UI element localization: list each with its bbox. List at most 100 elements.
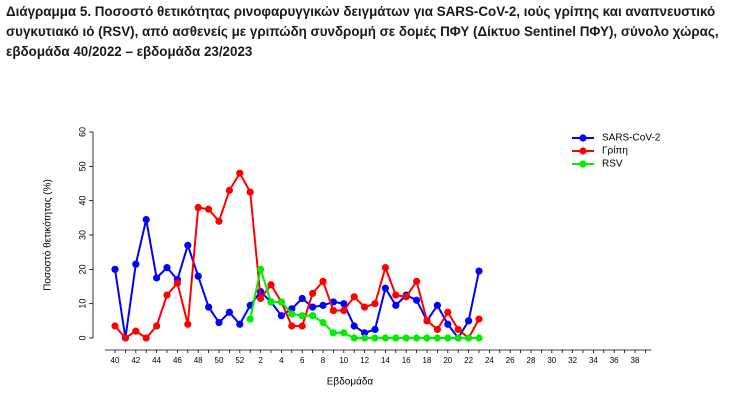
legend-marker	[579, 134, 587, 142]
data-point	[433, 301, 441, 309]
data-point	[402, 293, 410, 301]
data-point	[309, 289, 317, 297]
data-point	[142, 215, 150, 224]
y-tick-label: 10	[77, 299, 87, 309]
x-tick-label: 14	[381, 356, 390, 365]
data-point	[361, 329, 369, 337]
data-point	[465, 334, 473, 342]
y-tick-label: 0	[77, 335, 87, 340]
data-point	[319, 277, 327, 285]
x-tick-label: 40	[111, 356, 120, 365]
x-tick-label: 38	[631, 356, 640, 365]
x-tick-label: 48	[194, 356, 203, 365]
data-point	[361, 334, 369, 342]
y-tick-label: 50	[77, 161, 87, 171]
data-point	[340, 329, 348, 337]
x-tick-label: 34	[589, 356, 598, 365]
data-point	[173, 279, 181, 287]
data-point	[381, 334, 389, 342]
data-point	[361, 303, 369, 311]
data-point	[246, 315, 254, 323]
data-point	[444, 308, 452, 316]
x-tick-label: 52	[235, 356, 244, 365]
data-point	[433, 325, 441, 334]
data-point	[298, 294, 306, 303]
data-point	[371, 334, 379, 342]
x-tick-label: 12	[360, 356, 369, 365]
data-point	[298, 312, 306, 320]
data-point	[381, 264, 389, 272]
data-point	[413, 334, 421, 342]
data-point	[371, 300, 379, 308]
x-tick-label: 10	[339, 356, 348, 365]
data-point	[277, 298, 285, 306]
data-point	[194, 272, 202, 280]
data-point	[246, 188, 254, 196]
x-tick-label: 46	[173, 356, 182, 365]
y-tick-label: 60	[77, 127, 87, 137]
data-point	[194, 203, 202, 212]
data-point	[423, 317, 431, 325]
series-line	[114, 171, 480, 340]
x-axis-label: Εβδομάδα	[327, 376, 374, 388]
data-point	[215, 318, 223, 327]
data-point	[329, 329, 337, 337]
x-tick-label: 24	[485, 356, 494, 365]
data-point	[454, 334, 462, 342]
legend-label: SARS-CoV-2	[602, 133, 661, 144]
data-point	[381, 284, 389, 292]
x-tick-label: 2	[258, 356, 263, 365]
x-tick-label: 6	[300, 356, 305, 365]
data-point	[350, 293, 358, 301]
data-point	[423, 334, 431, 342]
x-tick-label: 30	[547, 356, 556, 365]
legend-label: RSV	[602, 159, 623, 170]
data-point	[153, 322, 161, 330]
x-tick-label: 16	[402, 356, 411, 365]
data-point	[288, 322, 296, 330]
data-point	[184, 320, 192, 328]
y-tick-label: 30	[77, 230, 87, 240]
data-point	[340, 300, 348, 308]
data-point	[465, 317, 473, 325]
x-tick-label: 8	[321, 356, 326, 365]
x-tick-label: 44	[152, 356, 161, 365]
data-point	[215, 217, 223, 225]
chart-title: Διάγραμμα 5. Ποσοστό θετικότητας ρινοφαρ…	[6, 4, 719, 59]
data-point	[371, 325, 379, 334]
data-point	[329, 306, 337, 315]
data-point	[392, 291, 400, 299]
data-point	[475, 267, 483, 275]
data-point	[225, 186, 233, 194]
data-point	[225, 308, 233, 316]
x-tick-label: 32	[568, 356, 577, 365]
data-point	[132, 327, 140, 335]
x-tick-label: 4	[279, 356, 284, 365]
data-point	[413, 296, 421, 304]
data-point	[236, 169, 244, 177]
data-point	[340, 306, 348, 315]
data-point	[444, 320, 452, 328]
data-point	[319, 301, 327, 309]
legend-label: Γρίπη	[602, 145, 628, 157]
x-tick-label: 20	[443, 356, 452, 365]
data-point	[184, 241, 192, 249]
data-point	[433, 334, 441, 342]
data-point	[267, 298, 275, 306]
data-point	[392, 334, 400, 342]
data-point	[319, 318, 327, 327]
data-point	[475, 315, 483, 323]
data-point	[257, 294, 265, 303]
data-point	[392, 301, 400, 309]
data-point	[153, 274, 161, 282]
data-point	[205, 205, 213, 213]
data-point	[111, 265, 119, 273]
x-tick-label: 50	[215, 356, 224, 365]
data-point	[350, 322, 358, 330]
data-point	[350, 334, 358, 342]
data-point	[298, 322, 306, 330]
x-tick-label: 36	[610, 356, 619, 365]
data-point	[454, 325, 462, 334]
